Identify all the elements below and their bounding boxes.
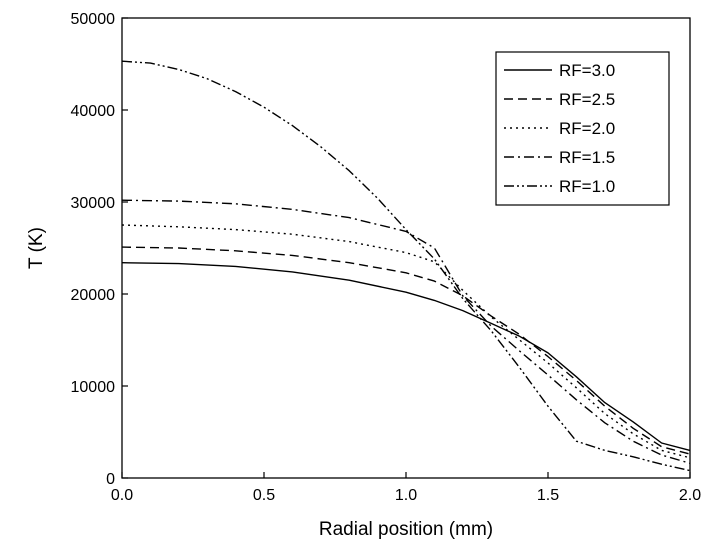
x-tick-label: 1.0 bbox=[395, 487, 417, 504]
legend-label-3: RF=1.5 bbox=[559, 148, 615, 167]
series-line-1 bbox=[121, 246, 691, 455]
legend-label-4: RF=1.0 bbox=[559, 177, 615, 196]
y-tick-label: 50000 bbox=[71, 11, 116, 28]
y-tick-label: 20000 bbox=[71, 287, 116, 304]
y-tick-label: 10000 bbox=[71, 379, 116, 396]
y-tick-label: 40000 bbox=[71, 103, 116, 120]
y-tick-label: 0 bbox=[106, 471, 115, 488]
legend-label-0: RF=3.0 bbox=[559, 61, 615, 80]
x-tick-label: 0.5 bbox=[253, 487, 275, 504]
legend-box bbox=[495, 51, 670, 206]
series-line-4 bbox=[121, 60, 691, 472]
x-tick-label: 0.0 bbox=[111, 487, 133, 504]
plot-area bbox=[121, 60, 691, 472]
axis-ticks: 0.0 0.5 1.0 1.5 2.0 0 10000 20000 30000 40000 5000… bbox=[71, 11, 702, 504]
legend-label-2: RF=2.0 bbox=[559, 119, 615, 138]
series-line-0 bbox=[121, 262, 691, 452]
legend-label-1: RF=2.5 bbox=[559, 90, 615, 109]
y-axis-title: T (K) bbox=[26, 227, 47, 269]
series-line-3 bbox=[121, 199, 691, 464]
x-axis-title: Radial position (mm) bbox=[319, 519, 493, 540]
y-tick-label: 30000 bbox=[71, 195, 116, 212]
x-tick-label: 1.5 bbox=[537, 487, 559, 504]
legend: RF=3.0 RF=2.5 RF=2.0 RF=1.5 RF=1.0 bbox=[495, 51, 670, 206]
x-tick-label: 2.0 bbox=[679, 487, 701, 504]
